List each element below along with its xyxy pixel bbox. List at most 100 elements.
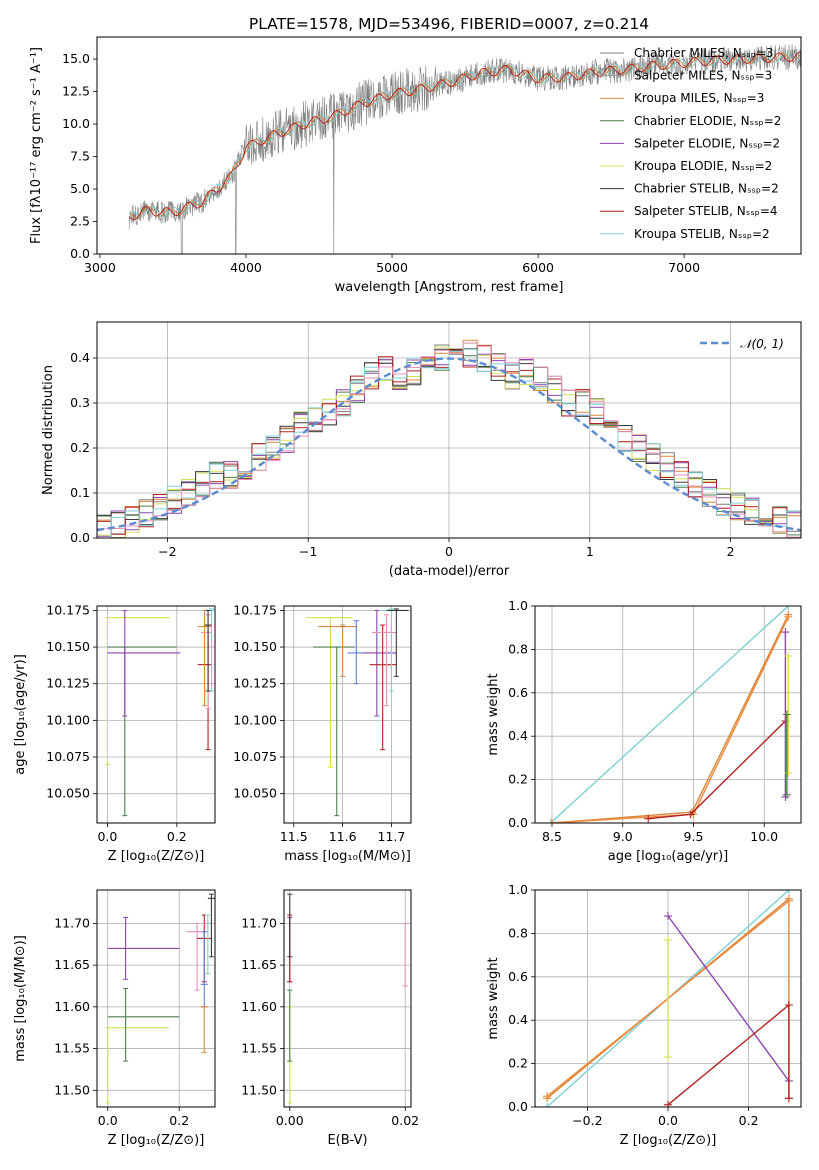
histogram-step (97, 348, 801, 538)
plot-area (97, 890, 215, 1107)
y-tick-label: 11.55 (241, 1041, 277, 1056)
y-tick-label: 0.8 (508, 641, 528, 656)
weight-marker (543, 1092, 552, 1101)
normal-curve (97, 357, 801, 532)
weight-marker (664, 1100, 672, 1107)
errorbar-point (104, 617, 170, 765)
y-tick-label: 10.125 (46, 676, 90, 691)
panel-mass-vs-Z: 0.0 0.2 11.50 11.55 11.60 11.65 11.70 Z [log₁₀(… (13, 889, 216, 1148)
x-tick-label: 0.2 (167, 829, 187, 844)
axes-frame (96, 321, 802, 539)
x-axis-label: wavelength [Angstrom, rest frame] (335, 280, 564, 295)
y-tick-label: 0.6 (508, 969, 528, 984)
axes-frame (96, 36, 802, 255)
x-tick-label: 9.0 (613, 829, 633, 844)
x-tick-label: 8.5 (542, 829, 562, 844)
weight-marker (784, 606, 793, 610)
errorbar-point (386, 608, 409, 677)
weight-marker (781, 792, 790, 801)
weight-marker (784, 896, 793, 905)
x-tick-label: 11.5 (280, 829, 308, 844)
errorbar-point (201, 614, 212, 710)
x-tick-label: 0.0 (97, 829, 117, 844)
errorbar-point (107, 646, 177, 817)
errorbar-point (381, 608, 402, 692)
y-tick-label: 11.55 (54, 1041, 90, 1056)
y-tick-label: 10.075 (233, 749, 277, 764)
y-tick-label: 11.65 (54, 957, 90, 972)
plot-area (284, 890, 411, 1107)
weight-marker (644, 814, 653, 823)
errorbar-point (105, 1027, 169, 1104)
y-tick-label: 0.0 (508, 1099, 528, 1114)
y-tick-label: 10.0 (62, 116, 90, 131)
y-tick-label: 15.0 (62, 51, 90, 66)
x-tick-label: 3000 (84, 260, 116, 275)
y-axis-label: mass weight (486, 957, 501, 1039)
plot-area (284, 606, 411, 823)
errorbar-point (347, 620, 363, 685)
y-tick-label: 0.3 (70, 395, 90, 410)
errorbar-point (197, 609, 212, 707)
y-tick-label: 10.050 (46, 786, 90, 801)
weight-line (551, 614, 789, 823)
errorbar-point (204, 914, 212, 974)
weight-marker (784, 651, 793, 660)
y-tick-label: 1.0 (508, 598, 528, 613)
legend-entry: Chabrier MILES, Nₛₛₚ=3 (634, 46, 774, 60)
x-axis-label: Z [log₁₀(Z/Z⊙)] (108, 1133, 205, 1148)
x-tick-label: 0.0 (658, 1113, 678, 1128)
x-axis-label: Z [log₁₀(Z/Z⊙)] (108, 849, 205, 864)
x-tick-label: 9.5 (684, 829, 704, 844)
errorbar-point (362, 609, 397, 717)
panel-spectrum: 3000 4000 5000 6000 7000 0.0 2.5 5.0 7.5 10.0 12.5… (29, 36, 802, 295)
figure-title: PLATE=1578, MJD=53496, FIBERID=0007, z=0… (249, 15, 649, 33)
y-tick-label: 10.100 (233, 712, 277, 727)
weight-line (550, 606, 789, 823)
plot-area (535, 606, 801, 823)
x-tick-label: 2 (727, 544, 735, 559)
weight-line (551, 616, 789, 823)
weight-marker (686, 810, 695, 819)
x-tick-label: 11.6 (329, 829, 357, 844)
weight-marker (547, 819, 556, 823)
legend-entry: Kroupa MILES, Nₛₛₚ=3 (634, 91, 764, 105)
y-tick-label: 10.050 (233, 786, 277, 801)
legend-entry: Salpeter MILES, Nₛₛₚ=3 (634, 69, 772, 83)
panel-weight-vs-Z: −0.2 0.0 0.2 0.0 0.2 0.4 0.6 0.8 1.0 Z [log₁₀(Z/Z… (486, 882, 802, 1148)
legend-entry: 𝒩(0, 1) (740, 337, 784, 351)
errorbar-point (204, 608, 215, 692)
weight-marker (781, 628, 790, 637)
y-tick-label: 1.0 (508, 882, 528, 897)
axes-frame (534, 605, 802, 824)
y-tick-label: 11.60 (54, 999, 90, 1014)
y-tick-label: 12.5 (62, 84, 90, 99)
x-axis-label: age [log₁₀(age/yr)] (608, 849, 729, 864)
x-tick-label: 0.02 (391, 1113, 419, 1128)
x-tick-label: 7000 (668, 260, 700, 275)
weight-marker (664, 1053, 672, 1062)
plot-area (97, 322, 801, 538)
y-tick-label: 0.0 (70, 246, 90, 261)
errorbar-point (287, 989, 293, 1062)
axes-frame (283, 889, 412, 1108)
errorbar-point (371, 614, 397, 707)
x-axis-label: (data-model)/error (389, 564, 510, 579)
x-tick-label: 0.2 (739, 1113, 759, 1128)
y-axis-label: mass weight (486, 673, 501, 755)
histogram-step (97, 342, 801, 538)
axes-frame (534, 889, 802, 1108)
y-tick-label: 0.1 (70, 485, 90, 500)
weight-marker (784, 769, 793, 778)
weight-marker (784, 612, 793, 621)
x-tick-label: −2 (158, 544, 176, 559)
legend-entry: Salpeter ELODIE, Nₛₛₚ=2 (634, 136, 780, 150)
weight-marker (784, 890, 793, 894)
x-tick-label: 0 (445, 544, 453, 559)
errorbar-point (107, 987, 180, 1062)
errorbar-point (200, 1006, 208, 1054)
y-tick-label: 11.70 (241, 915, 277, 930)
errorbar-point (402, 922, 408, 987)
panel-residuals: −2 −1 0 1 2 0.0 0.1 0.2 0.3 0.4 (data-model)/error… (41, 321, 802, 579)
y-tick-label: 10.175 (233, 602, 277, 617)
